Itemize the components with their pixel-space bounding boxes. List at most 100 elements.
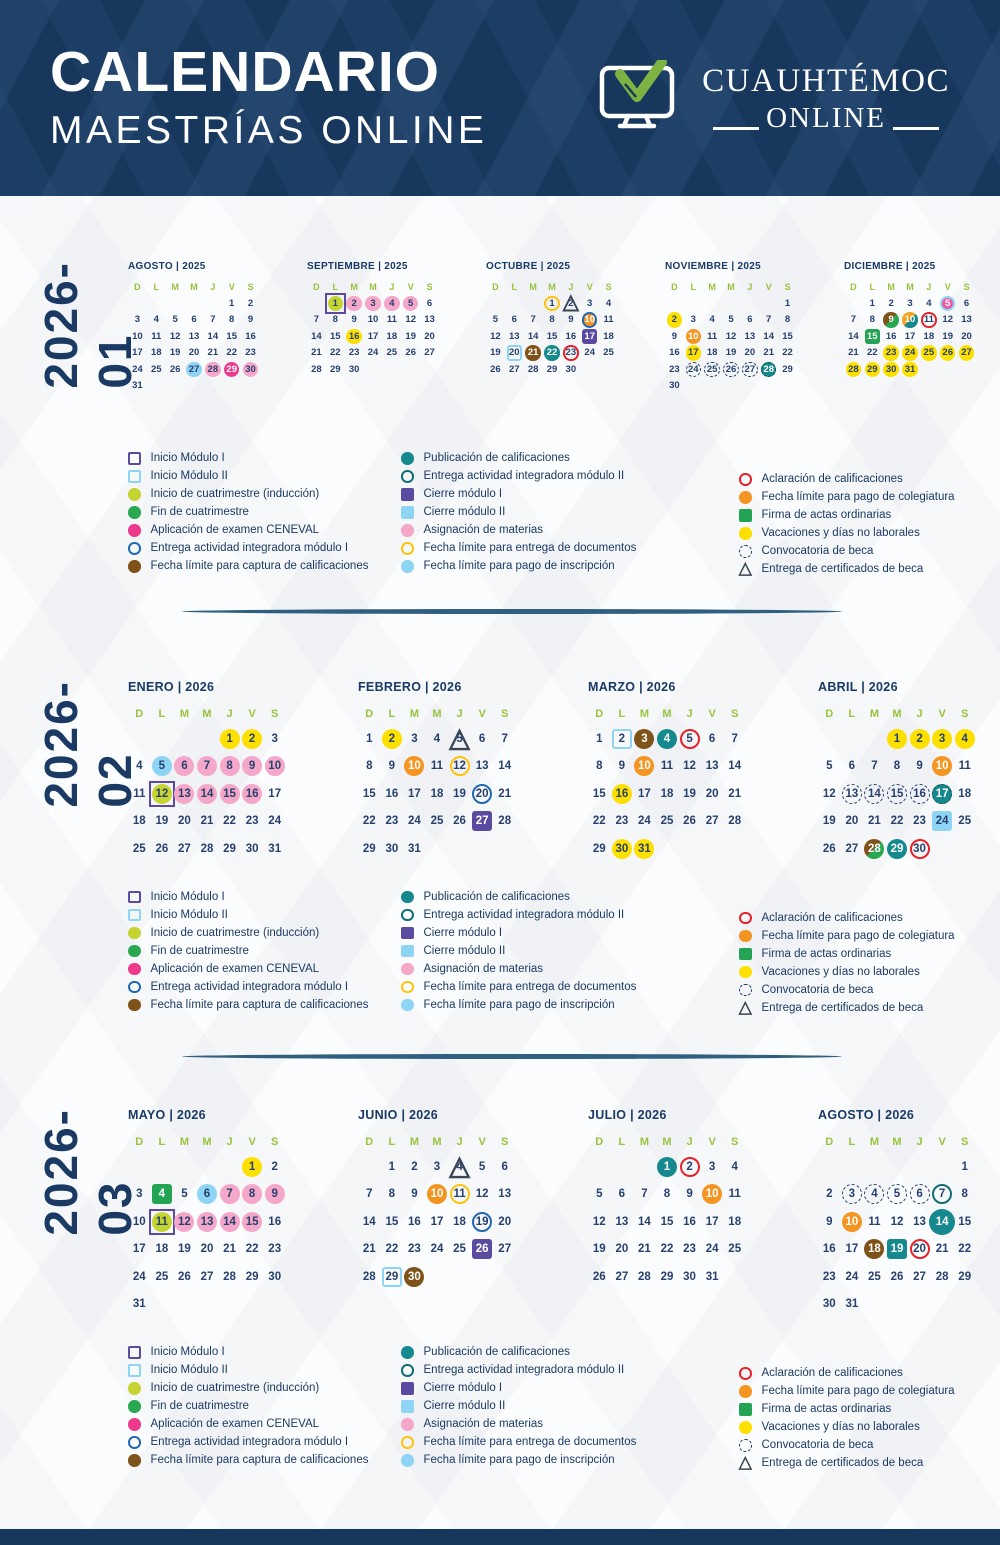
day: 11 <box>151 330 162 342</box>
empty-cell <box>863 725 886 753</box>
legend-label: Fecha límite para captura de calificacio… <box>150 560 369 573</box>
day: 5 <box>172 314 178 326</box>
day: 17 <box>638 787 651 800</box>
day-cell: 9 <box>665 328 684 345</box>
day-cell: 6 <box>420 295 439 312</box>
day-cell: 25 <box>599 345 618 362</box>
day-cell: 13 <box>701 753 724 781</box>
day: 12 <box>169 330 181 342</box>
day-marked: 4 <box>656 728 677 749</box>
rg-t-marker-icon <box>401 908 414 921</box>
legend-item: Entrega actividad integradora módulo II <box>401 908 739 921</box>
legend-label: Fin de cuatrimestre <box>150 1400 249 1413</box>
sq-g-marker-icon <box>739 1403 752 1416</box>
weekday-label: S <box>271 1136 279 1148</box>
day-marked: 11 <box>921 312 937 328</box>
legend-item: Fecha límite para pago de inscripción <box>401 560 739 573</box>
weekday-label: M <box>906 282 914 292</box>
day-cell: 20 <box>471 780 494 808</box>
empty-cell <box>759 295 778 312</box>
day-cell: 6 <box>701 725 724 753</box>
day-cell: 19 <box>818 808 841 836</box>
day-cell: 21 <box>863 808 886 836</box>
day: 8 <box>663 1188 671 1201</box>
day: 6 <box>478 732 486 745</box>
day: 15 <box>362 787 376 800</box>
dash-marker-icon <box>739 983 752 996</box>
day-cell: 9 <box>241 312 260 329</box>
day: 17 <box>845 1243 859 1256</box>
month-title: ABRIL | 2026 <box>818 680 898 694</box>
legend-item: Firma de actas ordinarias <box>739 509 976 522</box>
day-cell: 21 <box>759 345 778 362</box>
sq-lbo-marker-icon <box>128 908 141 921</box>
day: 20 <box>178 815 191 828</box>
day-cell: 3 <box>128 1181 151 1209</box>
day-marked: 30 <box>909 838 930 859</box>
day-cell: 17 <box>684 345 703 362</box>
day-cell: 19 <box>471 1208 494 1236</box>
day-cell: 19 <box>166 345 185 362</box>
day-marked: 3 <box>365 295 381 311</box>
weekday-label: M <box>202 1136 212 1148</box>
day-cell: 17 <box>128 345 147 362</box>
weekday-label: M <box>892 708 902 720</box>
day: 17 <box>408 787 421 800</box>
day-cell: 20 <box>420 328 439 345</box>
day: 25 <box>958 815 972 828</box>
day: 20 <box>200 1243 214 1256</box>
day-cell: 22 <box>326 345 345 362</box>
day-cell: 16 <box>818 1236 841 1264</box>
day-cell: 16 <box>611 780 634 808</box>
day-cell: 23 <box>241 808 264 836</box>
logo-online: ONLINE <box>766 101 887 134</box>
day: 9 <box>568 314 574 326</box>
day-cell: 2 <box>665 312 684 329</box>
day-cell: 23 <box>381 808 404 836</box>
empty-cell <box>151 725 174 753</box>
day-cell: 12 <box>448 753 471 781</box>
legend-label: Convocatoria de beca <box>761 545 874 558</box>
empty-cell <box>196 725 219 753</box>
sq-g-marker-icon <box>739 509 752 522</box>
day-marked: 27 <box>472 811 493 832</box>
day-cell: 17 <box>364 328 383 345</box>
legend-label: Inicio Módulo II <box>150 908 228 921</box>
day-cell: 17 <box>931 780 954 808</box>
day: 22 <box>362 815 376 828</box>
day-cell: 4 <box>656 725 679 753</box>
weekday-label: M <box>708 282 716 292</box>
gn-marker-icon <box>128 1400 141 1413</box>
day: 13 <box>615 1215 629 1228</box>
day-cell: 21 <box>218 1236 241 1264</box>
weekday-label: J <box>916 1136 923 1148</box>
weekday-label: L <box>618 1136 626 1148</box>
sq-lb-marker-icon <box>401 506 414 519</box>
day: 22 <box>592 815 606 828</box>
day: 25 <box>603 347 614 359</box>
weekday-label: S <box>247 282 254 292</box>
day-cell: 12 <box>938 312 957 329</box>
day-cell: 4 <box>953 725 976 753</box>
day-cell: 1 <box>778 295 797 312</box>
day-cell: 3 <box>364 295 383 312</box>
day-cell: 18 <box>151 1236 174 1264</box>
day: 31 <box>705 1270 719 1283</box>
legend-item: Entrega actividad integradora módulo II <box>401 470 739 483</box>
day-cell: 12 <box>486 328 505 345</box>
day: 13 <box>913 1215 926 1228</box>
day-cell: 26 <box>166 361 185 378</box>
day: 6 <box>191 314 197 326</box>
day-cell: 15 <box>656 1208 679 1236</box>
day-marked: 6 <box>174 756 195 777</box>
day-cell: 8 <box>886 753 909 781</box>
legend-label: Fecha límite para pago de inscripción <box>423 1454 615 1467</box>
day-cell: 9 <box>882 312 901 329</box>
legend-label: Fecha límite para pago de inscripción <box>423 560 615 573</box>
day-marked: 5 <box>939 295 956 311</box>
day-cell: 30 <box>678 1263 701 1291</box>
day-cell: 14 <box>723 753 746 781</box>
day-cell: 16 <box>241 328 260 345</box>
day-cell: 10 <box>426 1181 449 1209</box>
